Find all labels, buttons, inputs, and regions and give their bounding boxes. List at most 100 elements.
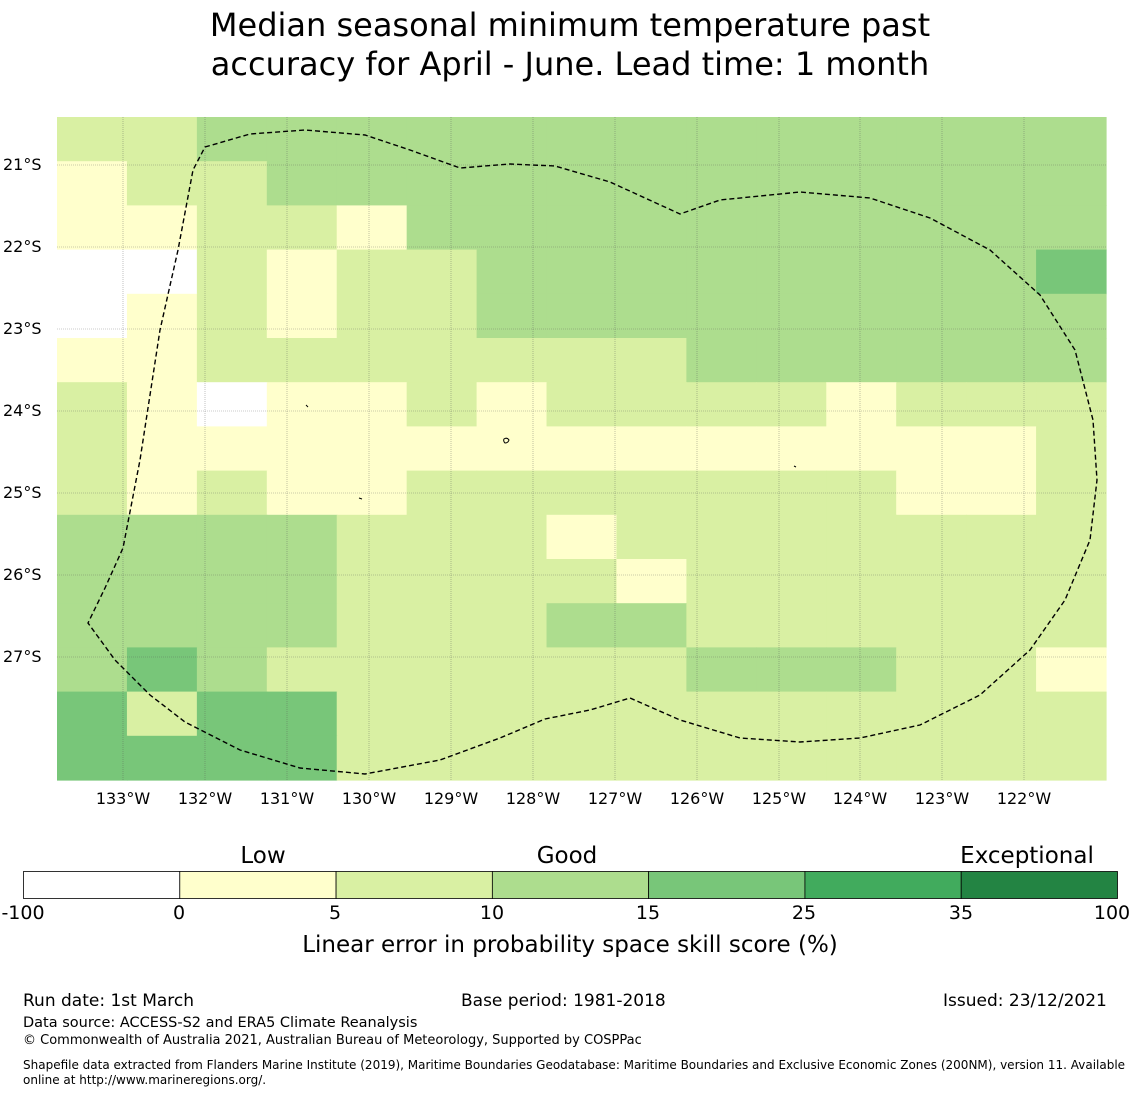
lon-label: 127°W xyxy=(587,789,643,808)
map-cell xyxy=(546,338,618,383)
map-cell xyxy=(126,559,198,604)
map-cell xyxy=(546,426,618,472)
map-cell xyxy=(1036,691,1107,737)
map-cell xyxy=(126,691,198,737)
map-cell xyxy=(266,603,338,648)
map-cell xyxy=(126,603,198,648)
map-cell xyxy=(406,205,478,251)
map-cell xyxy=(686,691,757,737)
map-cell xyxy=(1036,117,1107,162)
map-cell xyxy=(546,249,618,295)
map-cell xyxy=(196,603,268,648)
lon-label: 131°W xyxy=(259,789,315,808)
map-cell xyxy=(1036,647,1107,693)
map-cell xyxy=(826,735,897,781)
map-cell xyxy=(896,735,967,781)
map-cell xyxy=(966,205,1037,251)
map-cell xyxy=(616,514,687,560)
map-cell xyxy=(1036,293,1107,339)
map-cell xyxy=(966,603,1037,648)
map-cell xyxy=(616,382,687,427)
map-cell xyxy=(756,735,827,781)
colorbar-swatch xyxy=(804,871,962,899)
map-cell xyxy=(756,382,827,427)
map-cell xyxy=(826,559,897,604)
map-cell xyxy=(966,426,1037,472)
map-cell xyxy=(966,559,1037,604)
map-cell xyxy=(966,249,1037,295)
map-cell xyxy=(266,426,338,472)
map-cell xyxy=(266,382,338,427)
map-cell xyxy=(406,161,478,206)
map-cell xyxy=(546,117,618,162)
map-cell xyxy=(57,559,128,604)
map-cell xyxy=(1036,205,1107,251)
map-cell xyxy=(336,382,408,427)
map-cell xyxy=(476,426,548,472)
map-cell xyxy=(686,735,757,781)
map-cell xyxy=(616,735,687,781)
lon-label: 132°W xyxy=(177,789,233,808)
map-cell xyxy=(896,161,967,206)
map-cell xyxy=(896,382,967,427)
map-cell xyxy=(686,647,757,693)
map-cell xyxy=(336,426,408,472)
lon-label: 133°W xyxy=(95,789,151,808)
map-cell xyxy=(336,647,408,693)
map-cell xyxy=(686,559,757,604)
map-cell xyxy=(966,293,1037,339)
lon-label: 128°W xyxy=(505,789,561,808)
map-cell xyxy=(406,603,478,648)
map-cell xyxy=(546,161,618,206)
map-cell xyxy=(196,382,268,427)
map-cell xyxy=(336,249,408,295)
map-cell xyxy=(756,426,827,472)
map-cell xyxy=(57,338,128,383)
map-cell xyxy=(196,426,268,472)
colorbar-swatch xyxy=(335,871,493,899)
map-cell xyxy=(826,603,897,648)
eez-boundary xyxy=(87,129,1098,775)
data-source: Data source: ACCESS-S2 and ERA5 Climate … xyxy=(23,1015,418,1031)
map-cell xyxy=(896,117,967,162)
map-cell xyxy=(546,293,618,339)
lon-label: 122°W xyxy=(996,789,1052,808)
map-cell xyxy=(336,117,408,162)
map-cell xyxy=(476,161,548,206)
colorbar-heading-good: Good xyxy=(536,843,598,869)
map-cell xyxy=(266,559,338,604)
map-cell xyxy=(266,161,338,206)
map-cell xyxy=(616,426,687,472)
map-cell xyxy=(266,293,338,339)
lat-label: 23°S xyxy=(3,319,42,338)
map-cell xyxy=(756,647,827,693)
map-cell xyxy=(476,559,548,604)
map-cell xyxy=(686,514,757,560)
lon-label: 126°W xyxy=(669,789,725,808)
map-cell xyxy=(57,647,128,693)
map-cell xyxy=(616,559,687,604)
map-cell xyxy=(756,559,827,604)
map-cell xyxy=(826,382,897,427)
map-cell xyxy=(1036,382,1107,427)
map-cell xyxy=(546,603,618,648)
map-cell xyxy=(336,603,408,648)
colorbar-tick: 25 xyxy=(791,902,817,924)
map-cell xyxy=(896,338,967,383)
map-cell xyxy=(476,735,548,781)
map-gridlines xyxy=(57,117,1106,780)
map-cell xyxy=(196,161,268,206)
map-cell xyxy=(1036,559,1107,604)
copyright: © Commonwealth of Australia 2021, Austra… xyxy=(23,1033,642,1048)
colorbar-swatch xyxy=(491,871,650,899)
map-cell xyxy=(266,691,338,737)
map-cell xyxy=(406,382,478,427)
map-cell xyxy=(546,205,618,251)
title-line-2: accuracy for April - June. Lead time: 1 … xyxy=(210,45,930,83)
map-cell xyxy=(336,691,408,737)
colorbar-tick: 5 xyxy=(328,902,342,924)
map-cell xyxy=(57,382,128,427)
lat-label: 22°S xyxy=(3,237,42,256)
map-cell xyxy=(966,117,1037,162)
map-cell xyxy=(1036,514,1107,560)
